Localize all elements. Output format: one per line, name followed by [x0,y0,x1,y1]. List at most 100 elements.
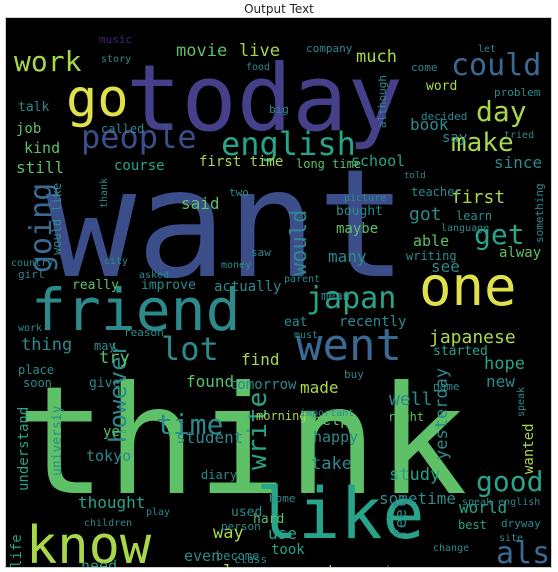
cloud-word: school [351,152,405,170]
cloud-word: would like [50,183,64,255]
cloud-word: family [339,566,386,567]
cloud-word: problem [494,86,541,99]
cloud-word: name [433,380,460,393]
cloud-word: improve [141,278,196,293]
cloud-word: first [451,187,505,208]
cloud-word: right [388,410,424,424]
cloud-word: big [269,103,289,116]
cloud-word: able [413,232,449,250]
cloud-word: alway [499,245,541,261]
cloud-word: place [18,363,54,377]
cloud-word: even [184,547,220,565]
cloud-word: word [426,79,457,94]
cloud-word: class [234,553,267,566]
cloud-word: understand [16,407,32,491]
cloud-word: say [442,130,467,146]
cloud-word: year [103,424,137,440]
cloud-word: site [499,533,523,544]
cloud-word: world [459,498,507,517]
cloud-word: think [16,355,468,529]
cloud-word: help [313,411,349,429]
cloud-word: decided [421,110,467,123]
cloud-word: write [243,392,273,470]
cloud-word: well [389,389,432,410]
cloud-word: mean [321,289,350,303]
cloud-word: kind [24,139,60,157]
cloud-word: although [376,75,389,128]
cloud-word: people [81,118,197,156]
cloud-word: live [239,41,280,61]
cloud-word: going [24,183,59,273]
cloud-word: really [72,278,119,293]
cloud-word: become [216,549,259,563]
cloud-word: yesterday [432,368,452,460]
cloud-word: see [431,257,460,276]
cloud-word: new [486,372,515,391]
cloud-word: actually [214,279,281,295]
cloud-word: like [256,473,425,555]
cloud-word: saw [251,246,271,259]
cloud-word: soon [23,376,52,390]
cloud-word: let [478,44,496,55]
cloud-word: picture [344,193,386,204]
cloud-background [6,18,551,567]
cloud-word: could [451,48,541,83]
cloud-word: may [94,339,116,353]
cloud-word: company [306,42,353,55]
cloud-word: student [176,428,243,447]
cloud-word: something [533,183,546,243]
cloud-word: want [46,138,407,312]
cloud-word: try [99,348,130,368]
cloud-word: get [474,218,525,251]
cloud-word: bought [336,204,383,219]
cloud-word: called [101,122,144,136]
cloud-word: day [476,95,527,128]
cloud-word: good [476,465,543,498]
figure-title: Output Text [244,2,314,16]
cloud-word: maybe [336,221,378,237]
cloud-word: long time [296,157,361,171]
cloud-word: thing [21,335,72,355]
cloud-word: love [223,562,264,567]
cloud-word: reason [124,326,164,339]
cloud-word: important [300,408,354,419]
cloud-word: use [268,524,297,543]
cloud-word: study [389,465,440,485]
cloud-word: life [9,534,25,567]
cloud-word: recently [339,314,406,330]
cloud-word: happy [313,428,358,446]
cloud-word: food [246,62,270,73]
cloud-word: still [16,158,64,177]
cloud-word: money [221,260,251,271]
cloud-word: change [433,543,469,554]
cloud-word: writing [406,249,457,263]
cloud-word: lot [161,330,219,368]
cloud-word: japanese [429,327,516,348]
cloud-word: best [458,518,487,532]
cloud-word: language [441,223,489,234]
cloud-word: come [411,61,438,74]
cloud-word: play [146,507,170,518]
cloud-word: teacher [411,185,462,199]
cloud-word: way [213,523,244,543]
cloud-word: thought [78,493,145,512]
cloud-word: speak [516,387,527,417]
cloud-word: buy [344,368,364,381]
cloud-word: time [156,408,223,441]
cloud-word: asked [139,270,169,281]
cloud-word: hope [484,354,525,374]
cloud-word: story [101,54,131,65]
cloud-word: need [81,557,117,567]
cloud-word: city [104,256,128,267]
cloud-word: used [231,505,262,520]
cloud-word: japan [306,281,396,316]
cloud-word: eat [284,315,307,330]
cloud-word: job [16,121,41,137]
cloud-word: since [494,153,542,172]
cloud-word: talk [18,100,49,115]
cloud-word: english [221,125,356,163]
cloud-word: found [186,372,234,391]
cloud-word: country [11,258,53,269]
cloud-word: universiy [50,405,65,476]
